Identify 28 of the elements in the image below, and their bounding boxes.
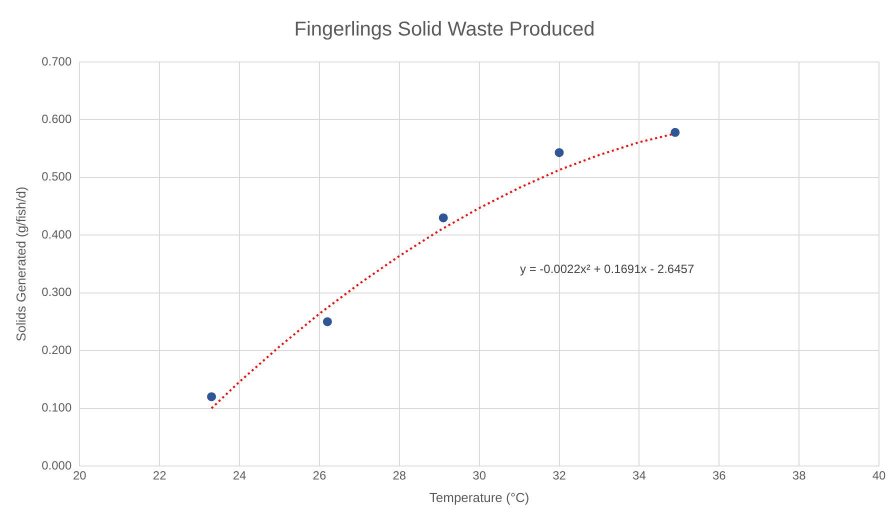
point [322,317,332,326]
x-tick-label: 22 [152,468,167,483]
y-tick-label: 0.300 [42,285,72,300]
x-tick-label: 28 [392,468,406,483]
y-tick-label: 0.500 [42,170,72,184]
x-tick-label: 20 [72,468,87,483]
point [554,148,564,158]
x-tick-label: 26 [312,468,326,483]
x-tick-label: 34 [632,468,646,483]
point [438,213,448,222]
x-tick-label: 32 [552,468,566,483]
annotation: y = -0.0022x² + 0.1691x - 2.6457 [520,262,694,276]
x-tick-label: 38 [792,468,806,483]
point [670,128,680,137]
x-axis-title: Temperature (°C) [429,490,530,505]
x-tick-label: 40 [872,468,886,483]
y-tick-label: 0.700 [42,54,72,68]
y-tick-label: 0.000 [42,458,72,472]
chart-title: Fingerlings Solid Waste Produced [294,18,595,41]
y-tick-label: 0.100 [42,400,72,415]
x-tick-label: 36 [712,468,726,483]
point [207,392,216,402]
y-axis-title: Solids Generated (g/fish/d) [13,186,28,342]
x-tick-label: 30 [472,468,486,483]
y-tick-label: 0.400 [42,227,72,242]
y-tick-label: 0.600 [42,112,72,126]
x-tick-label: 24 [232,468,246,483]
y-tick-label: 0.200 [42,342,72,357]
